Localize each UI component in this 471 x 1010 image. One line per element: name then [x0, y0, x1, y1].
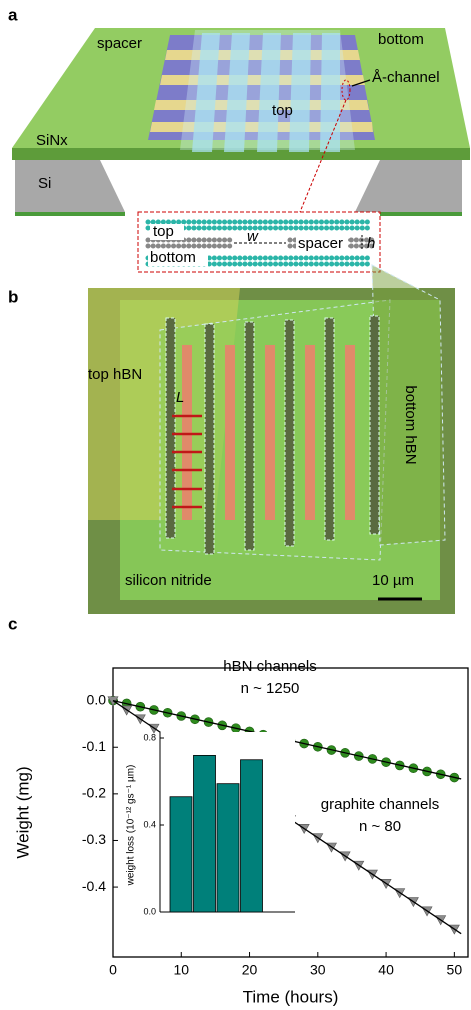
x-tick-label: 0 — [109, 962, 117, 978]
annotation: n ~ 1250 — [241, 680, 300, 697]
series-label: hBN channels — [223, 658, 316, 675]
label: silicon nitride — [125, 572, 212, 589]
x-tick-label: 10 — [173, 962, 189, 978]
top-stripe — [320, 33, 340, 152]
si-support — [15, 160, 125, 212]
bar — [217, 784, 239, 912]
panel-a: a spacer bottom Å-channel top SiNx Si — [8, 5, 470, 272]
y-axis-label: Weight (mg) — [13, 766, 32, 858]
label: Å-channel — [372, 69, 440, 86]
panel-b: b top hBN L bottom hBN silicon — [8, 265, 455, 614]
annotation: n ~ 80 — [359, 818, 401, 835]
label: L — [176, 389, 184, 406]
bar — [170, 797, 192, 912]
figure: a spacer bottom Å-channel top SiNx Si — [0, 0, 471, 1010]
label: top hBN — [88, 366, 142, 383]
si-support — [355, 160, 462, 212]
y-tick-label: 0.0 — [87, 691, 107, 707]
x-tick-label: 30 — [310, 962, 326, 978]
y-tick-label: -0.4 — [82, 878, 106, 894]
label: SiNx — [36, 132, 68, 149]
label: bottom — [150, 249, 196, 266]
y-tick-label: -0.3 — [82, 831, 106, 847]
x-tick-label: 50 — [447, 962, 463, 978]
label: spacer — [298, 235, 343, 252]
support-base — [15, 212, 125, 216]
label: top — [272, 102, 293, 119]
y-tick-label: 0.4 — [143, 819, 156, 829]
y-tick-label: 0.8 — [143, 732, 156, 742]
label: spacer — [97, 35, 142, 52]
bar — [241, 760, 263, 912]
panel-c: 0.0 -0.1 -0.2 -0.3 -0.4 0 10 20 30 40 50 Time (hour… — [13, 658, 468, 1007]
label: top — [153, 223, 174, 240]
x-axis-label: Time (hours) — [243, 987, 339, 1006]
label: Si — [38, 175, 51, 192]
panel-label: b — [8, 287, 18, 306]
panel-label: a — [8, 5, 18, 24]
y-tick-label: -0.1 — [82, 738, 106, 754]
x-tick-label: 20 — [242, 962, 258, 978]
label: 10 µm — [372, 572, 414, 589]
panel-label: c — [8, 614, 17, 633]
x-tick-label: 40 — [378, 962, 394, 978]
y-tick-label: -0.2 — [82, 785, 106, 801]
label: bottom hBN — [402, 385, 419, 464]
bar — [194, 755, 216, 912]
y-tick-label: 0.0 — [143, 906, 156, 916]
label: bottom — [378, 31, 424, 48]
y-axis-label: weight loss (10⁻¹² gs⁻¹ µm) — [126, 765, 137, 887]
series-label: graphite channels — [321, 796, 439, 813]
label: w — [247, 228, 259, 245]
label: h — [367, 235, 375, 252]
